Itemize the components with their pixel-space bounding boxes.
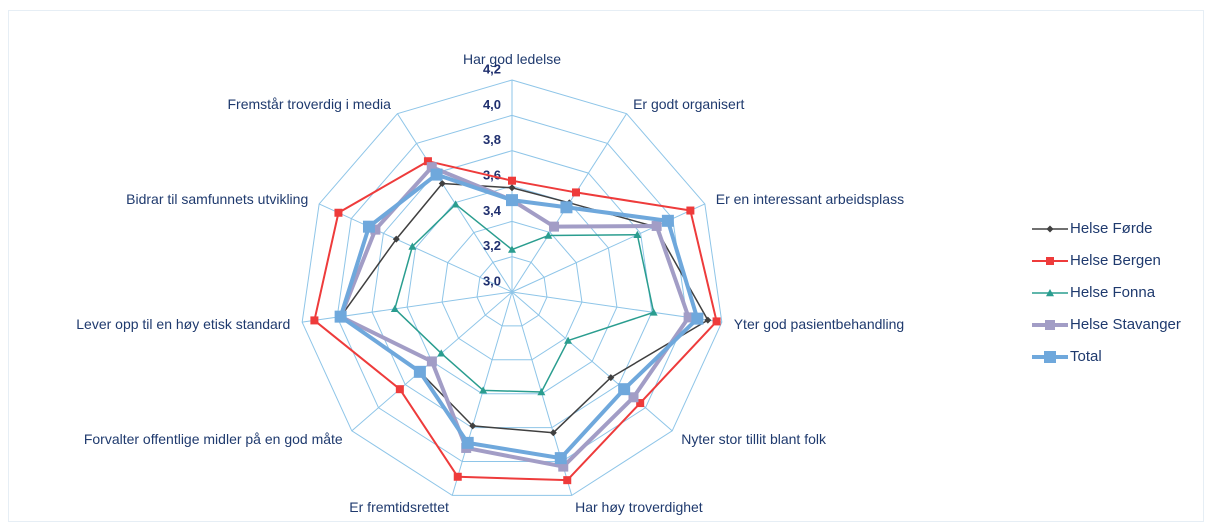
marker: [537, 388, 546, 396]
marker: [362, 220, 375, 233]
marker: [571, 188, 580, 197]
spoke: [511, 291, 673, 432]
grid-ring: [476, 256, 548, 327]
r-tick-label: 3,4: [483, 203, 502, 218]
marker: [704, 316, 712, 324]
marker: [607, 374, 615, 382]
marker: [310, 316, 319, 325]
marker: [1045, 320, 1055, 330]
marker: [334, 208, 343, 217]
marker: [683, 312, 694, 323]
marker: [426, 162, 437, 173]
marker: [633, 230, 642, 238]
marker: [426, 356, 437, 367]
marker: [649, 308, 658, 316]
grid-ring: [441, 220, 583, 361]
marker: [437, 349, 446, 357]
series-line: [394, 203, 655, 393]
marker: [544, 231, 553, 239]
category-label: Bidrar til samfunnets utvikling: [126, 190, 309, 207]
category-label: Yter god pasientbehandling: [733, 315, 905, 332]
marker: [564, 336, 573, 344]
marker: [558, 461, 569, 472]
r-tick-label: 4,0: [483, 97, 501, 112]
marker: [392, 235, 400, 243]
marker: [691, 312, 704, 325]
legend-label: Helse Stavanger: [1070, 316, 1181, 333]
marker: [651, 220, 662, 231]
marker: [1046, 225, 1054, 233]
marker: [334, 310, 347, 323]
marker: [370, 224, 381, 235]
marker: [395, 385, 404, 394]
r-tick-label: 3,6: [483, 167, 501, 182]
marker: [628, 392, 639, 403]
grid-ring: [301, 79, 723, 496]
category-label: Nyter stor tillit blant folk: [681, 430, 826, 447]
category-label: Lever opp til en høy etisk standard: [76, 315, 291, 332]
marker: [636, 399, 645, 408]
marker: [438, 180, 446, 188]
grid-ring: [406, 185, 618, 395]
series-line: [338, 172, 700, 461]
marker: [1046, 289, 1054, 297]
series-line: [338, 165, 691, 469]
r-tick-label: 3,8: [483, 132, 501, 147]
marker: [390, 304, 399, 313]
marker: [461, 436, 474, 449]
legend-label: Helse Førde: [1070, 220, 1153, 237]
marker: [712, 317, 721, 326]
marker: [430, 168, 443, 181]
marker: [508, 176, 516, 185]
marker: [408, 242, 417, 250]
series-line: [339, 182, 709, 434]
legend-label: Total: [1070, 348, 1102, 365]
marker: [469, 422, 477, 430]
marker: [423, 157, 432, 166]
category-label: Forvalter offentlige midler på en god må…: [83, 430, 343, 447]
marker: [686, 206, 695, 215]
category-label: Har høy troverdighet: [575, 498, 703, 515]
r-tick-label: 3,0: [483, 273, 501, 288]
marker: [479, 386, 488, 394]
series-line: [313, 160, 718, 482]
marker: [618, 383, 631, 396]
marker: [1044, 351, 1056, 363]
marker: [413, 365, 426, 378]
marker: [554, 452, 567, 465]
marker: [508, 245, 516, 253]
category-label: Fremstår troverdig i media: [227, 95, 391, 112]
marker: [451, 200, 460, 208]
marker: [508, 184, 516, 192]
marker: [563, 476, 572, 485]
category-label: Er fremtidsrettet: [349, 498, 449, 515]
category-label: Er godt organisert: [633, 95, 745, 112]
marker: [549, 221, 560, 232]
r-tick-label: 3,2: [483, 238, 501, 253]
chart-frame: [8, 10, 1204, 522]
marker: [453, 472, 462, 481]
grid-ring: [371, 150, 653, 429]
r-tick-label: 4,2: [483, 61, 501, 76]
legend-label: Helse Bergen: [1070, 252, 1161, 269]
spoke: [318, 203, 513, 293]
spoke: [451, 291, 513, 496]
marker: [661, 214, 674, 227]
category-label: Er en interessant arbeidsplass: [715, 190, 905, 207]
marker: [560, 201, 573, 214]
category-label: Har god ledelse: [462, 51, 562, 67]
marker: [549, 429, 557, 437]
marker: [1046, 257, 1054, 265]
legend-label: Helse Fonna: [1070, 284, 1156, 301]
spoke: [302, 291, 513, 323]
marker: [506, 194, 518, 207]
